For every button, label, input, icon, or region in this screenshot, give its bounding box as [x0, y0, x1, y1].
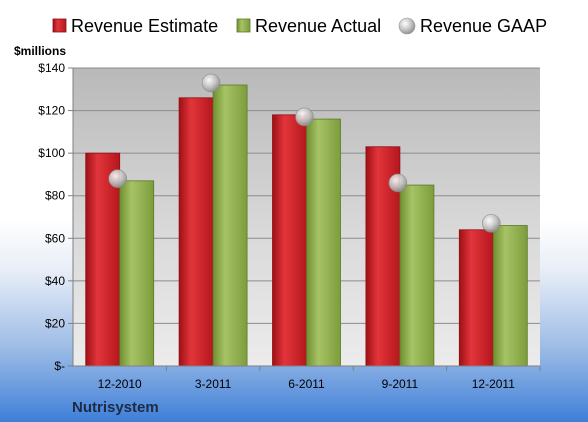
bar-revenue-actual	[306, 118, 341, 367]
bar-revenue-actual	[399, 184, 435, 367]
y-tick-label: $20	[45, 316, 65, 330]
x-axis-ticks: 12-2010 3-2011 6-2011 9-2011 12-2011	[98, 366, 541, 391]
bar-revenue-actual	[212, 84, 248, 367]
x-tick-label: 6-2011	[288, 377, 325, 391]
y-axis-unit-label: $millions	[14, 44, 66, 58]
marker-revenue-gaap	[108, 169, 127, 188]
legend-swatch-revenue-actual	[236, 18, 251, 33]
bar-revenue-actual	[492, 225, 528, 367]
legend-label-revenue-gaap: Revenue GAAP	[420, 16, 547, 36]
y-tick-label: $60	[45, 231, 65, 245]
x-tick-label: 12-2010	[98, 377, 142, 391]
legend-label-revenue-estimate: Revenue Estimate	[71, 16, 218, 36]
legend: Revenue Estimate Revenue Actual Revenue …	[52, 16, 547, 36]
y-tick-label: $140	[38, 61, 65, 75]
legend-item-revenue-gaap: Revenue GAAP	[398, 16, 547, 36]
legend-marker-revenue-gaap	[398, 17, 416, 35]
marker-revenue-gaap	[295, 107, 314, 127]
y-tick-label: $100	[38, 146, 65, 160]
marker-revenue-gaap	[481, 214, 501, 233]
x-tick-label: 9-2011	[382, 377, 419, 391]
bar-revenue-estimate	[458, 229, 494, 367]
company-name: Nutrisystem	[72, 399, 159, 416]
legend-item-revenue-actual: Revenue Actual	[236, 16, 381, 36]
y-tick-label: $-	[54, 359, 65, 373]
x-tick-label: 3-2011	[195, 377, 232, 391]
bar-revenue-estimate	[178, 97, 214, 367]
marker-revenue-gaap	[201, 73, 221, 93]
y-tick-label: $120	[38, 104, 65, 118]
y-tick-label: $80	[45, 189, 65, 203]
y-axis-ticks: $- $20 $40 $60 $80 $100 $120 $140	[38, 61, 73, 373]
marker-revenue-gaap	[388, 173, 408, 193]
legend-label-revenue-actual: Revenue Actual	[255, 16, 381, 36]
bar-revenue-actual	[119, 180, 155, 367]
legend-item-revenue-estimate: Revenue Estimate	[52, 16, 218, 36]
bar-revenue-estimate	[272, 114, 307, 367]
x-tick-label: 12-2011	[472, 377, 515, 391]
legend-swatch-revenue-estimate	[52, 18, 67, 33]
y-tick-label: $40	[45, 274, 65, 288]
gaap-markers	[108, 73, 501, 233]
